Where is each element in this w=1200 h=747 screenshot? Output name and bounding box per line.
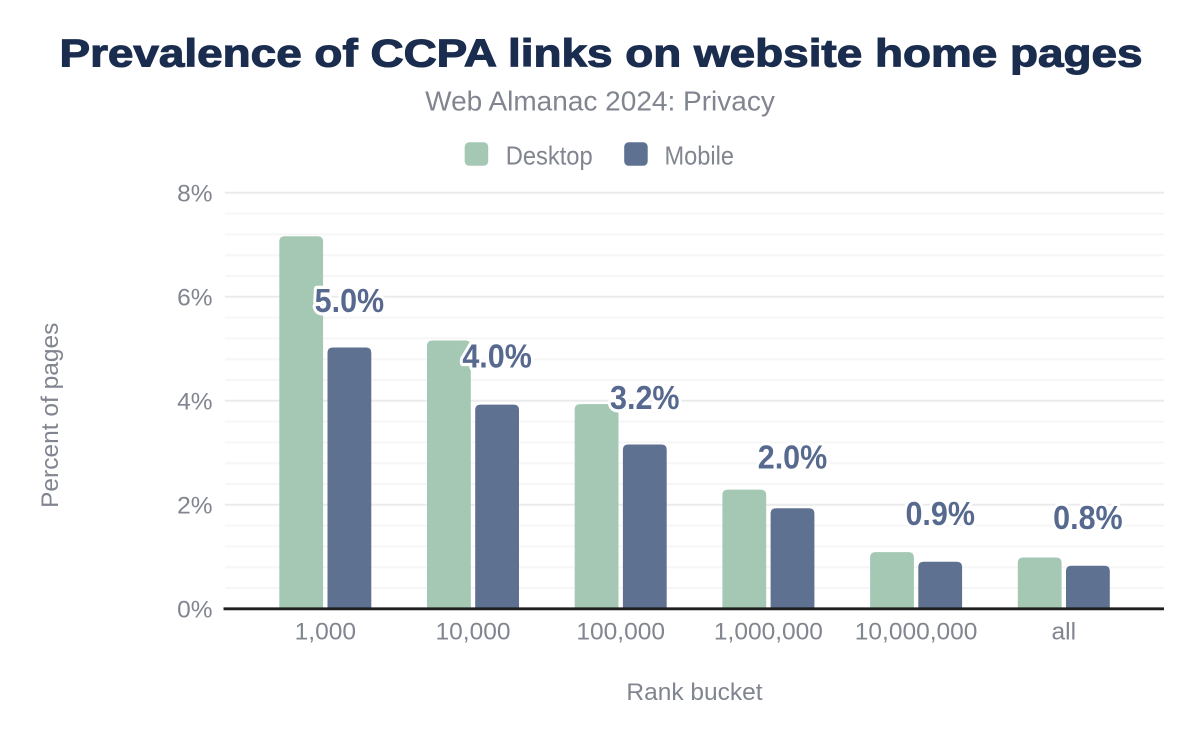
svg-text:10,000: 10,000 <box>436 619 511 646</box>
svg-text:Desktop: Desktop <box>506 140 593 170</box>
svg-text:all: all <box>1052 619 1077 646</box>
svg-text:1,000: 1,000 <box>295 619 356 646</box>
svg-text:4.0%: 4.0% <box>462 339 532 376</box>
svg-text:3.2%: 3.2% <box>610 380 680 417</box>
svg-text:0.8%: 0.8% <box>1053 500 1123 537</box>
svg-text:10,000,000: 10,000,000 <box>855 619 978 646</box>
svg-text:6%: 6% <box>177 285 212 312</box>
svg-text:1,000,000: 1,000,000 <box>714 619 823 646</box>
svg-text:Web Almanac 2024: Privacy: Web Almanac 2024: Privacy <box>425 85 775 116</box>
svg-text:Rank bucket: Rank bucket <box>626 679 762 706</box>
svg-text:Mobile: Mobile <box>665 140 735 170</box>
svg-text:2%: 2% <box>177 493 212 520</box>
svg-text:100,000: 100,000 <box>576 619 665 646</box>
svg-text:4%: 4% <box>177 389 212 416</box>
svg-text:0%: 0% <box>177 597 212 624</box>
svg-text:5.0%: 5.0% <box>315 283 385 320</box>
svg-text:Percent of pages: Percent of pages <box>37 323 64 508</box>
svg-text:0.9%: 0.9% <box>905 496 975 533</box>
svg-text:2.0%: 2.0% <box>758 440 828 477</box>
svg-text:Prevalence of CCPA links on we: Prevalence of CCPA links on website home… <box>60 32 1143 75</box>
svg-text:8%: 8% <box>177 181 212 208</box>
